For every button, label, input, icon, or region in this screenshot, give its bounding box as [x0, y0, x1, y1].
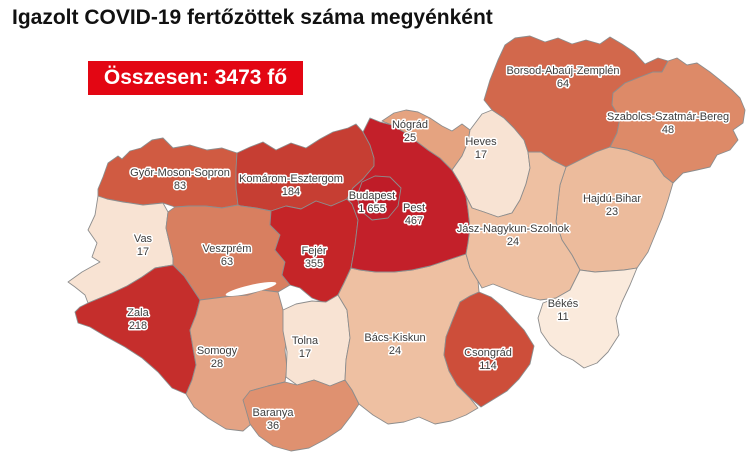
- county-name-label: Csongrád: [464, 347, 512, 359]
- county-name-label: Nógrád: [392, 119, 428, 131]
- county-value-label: 63: [221, 256, 233, 268]
- county-value-label: 184: [282, 186, 300, 198]
- county-name-label: Bács-Kiskun: [364, 332, 425, 344]
- county-name-label: Jász-Nagykun-Szolnok: [457, 223, 570, 235]
- county-name-label: Somogy: [197, 345, 238, 357]
- county-name-label: Baranya: [253, 407, 295, 419]
- county-name-label: Fejér: [301, 245, 326, 257]
- county-name-label: Győr-Moson-Sopron: [130, 167, 230, 179]
- county-region: [97, 137, 239, 209]
- county-value-label: 64: [557, 78, 569, 90]
- county-value-label: 28: [211, 358, 223, 370]
- county-value-label: 24: [389, 345, 401, 357]
- county-name-label: Vas: [134, 233, 153, 245]
- county-value-label: 218: [129, 320, 147, 332]
- county-value-label: 36: [267, 420, 279, 432]
- county-value-label: 48: [662, 124, 674, 136]
- total-banner-text: Összesen: 3473 fő: [103, 66, 288, 89]
- county-name-label: Tolna: [292, 335, 319, 347]
- county-value-label: 114: [479, 360, 497, 372]
- county-value-label: 17: [475, 149, 487, 161]
- county-region: [609, 57, 746, 184]
- county-name-label: Hajdú-Bihar: [583, 193, 641, 205]
- county-value-label: 23: [606, 206, 618, 218]
- total-banner: Összesen: 3473 fő: [88, 61, 303, 95]
- county-value-label: 24: [507, 236, 519, 248]
- county-shapes-layer: [67, 35, 746, 452]
- county-value-label: 25: [404, 132, 416, 144]
- county-name-label: Heves: [465, 136, 497, 148]
- county-name-label: Veszprém: [203, 243, 252, 255]
- county-value-label: 11: [557, 311, 568, 323]
- county-region: [465, 151, 581, 301]
- county-region: [537, 267, 638, 369]
- county-name-label: Budapest: [349, 190, 395, 202]
- county-name-label: Pest: [403, 202, 425, 214]
- county-name-label: Zala: [127, 307, 149, 319]
- county-region: [242, 379, 360, 452]
- county-value-label: 355: [305, 258, 323, 270]
- county-value-label: 83: [174, 180, 186, 192]
- county-region: [356, 175, 402, 221]
- county-value-label: 17: [137, 246, 149, 258]
- page-title: Igazolt COVID-19 fertőzöttek száma megyé…: [12, 6, 493, 29]
- county-name-label: Szabolcs-Szatmár-Bereg: [607, 111, 729, 123]
- county-name-label: Komárom-Esztergom: [239, 173, 343, 185]
- county-name-label: Borsod-Abaúj-Zemplén: [506, 65, 619, 77]
- county-value-label: 1 655: [358, 203, 386, 215]
- county-value-label: 467: [405, 215, 423, 227]
- lake-balaton: [225, 281, 277, 297]
- county-value-label: 17: [299, 348, 311, 360]
- county-region: [443, 291, 535, 408]
- county-name-label: Békés: [548, 298, 579, 310]
